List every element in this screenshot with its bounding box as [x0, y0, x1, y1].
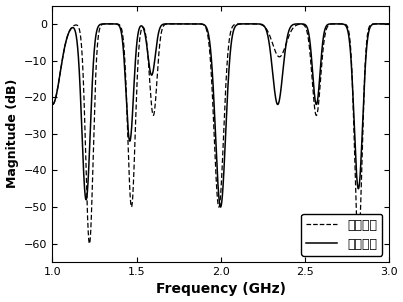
- 仿真结果: [50, 103, 55, 106]
- 仿真结果: [317, 89, 322, 93]
- 测量结果: [249, 22, 254, 26]
- 测量结果: [50, 103, 55, 106]
- 仿真结果: [172, 22, 177, 26]
- 测量结果: [264, 28, 268, 31]
- 仿真结果: [67, 29, 72, 33]
- Line: 测量结果: 测量结果: [52, 24, 388, 207]
- 测量结果: [317, 76, 322, 79]
- X-axis label: Frequency (GHz): Frequency (GHz): [156, 282, 286, 297]
- Line: 仿真结果: 仿真结果: [52, 24, 388, 244]
- 测量结果: [299, 22, 304, 26]
- 测量结果: [172, 22, 177, 26]
- 仿真结果: [264, 27, 268, 31]
- 测量结果: [386, 22, 391, 26]
- 仿真结果: [249, 22, 254, 26]
- 仿真结果: [386, 22, 391, 26]
- 测量结果: [218, 205, 223, 209]
- Y-axis label: Magnitude (dB): Magnitude (dB): [6, 79, 19, 188]
- 测量结果: [178, 22, 183, 26]
- 测量结果: [67, 30, 72, 33]
- 仿真结果: [87, 242, 92, 246]
- Legend: 仿真结果, 测量结果: 仿真结果, 测量结果: [301, 214, 382, 256]
- 仿真结果: [299, 22, 304, 26]
